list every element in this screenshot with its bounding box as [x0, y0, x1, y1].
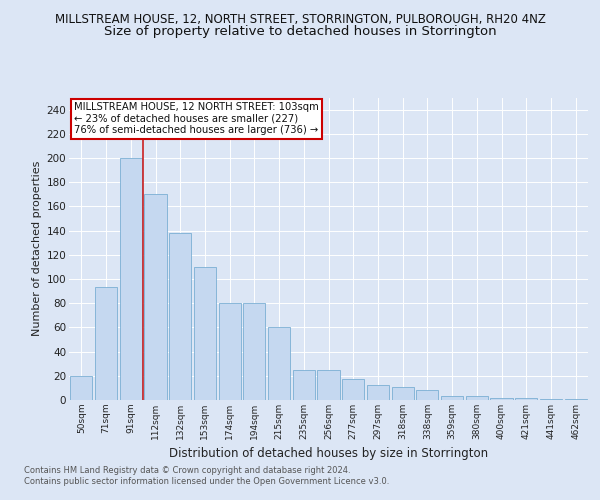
Bar	[243, 303, 265, 400]
Bar	[145, 194, 167, 400]
Y-axis label: Number of detached properties: Number of detached properties	[32, 161, 43, 336]
Bar	[95, 288, 117, 400]
Text: Contains public sector information licensed under the Open Government Licence v3: Contains public sector information licen…	[24, 478, 389, 486]
Bar	[268, 328, 290, 400]
Bar	[70, 376, 92, 400]
Bar	[392, 386, 414, 400]
Bar	[441, 396, 463, 400]
Bar	[293, 370, 315, 400]
Bar	[367, 386, 389, 400]
Bar	[218, 303, 241, 400]
Text: Contains HM Land Registry data © Crown copyright and database right 2024.: Contains HM Land Registry data © Crown c…	[24, 466, 350, 475]
Bar	[169, 233, 191, 400]
Bar	[194, 267, 216, 400]
Bar	[119, 158, 142, 400]
Bar	[490, 398, 512, 400]
Bar	[540, 399, 562, 400]
Bar	[466, 396, 488, 400]
Text: MILLSTREAM HOUSE, 12, NORTH STREET, STORRINGTON, PULBOROUGH, RH20 4NZ: MILLSTREAM HOUSE, 12, NORTH STREET, STOR…	[55, 12, 545, 26]
Bar	[342, 380, 364, 400]
Bar	[317, 370, 340, 400]
X-axis label: Distribution of detached houses by size in Storrington: Distribution of detached houses by size …	[169, 448, 488, 460]
Bar	[416, 390, 439, 400]
Text: Size of property relative to detached houses in Storrington: Size of property relative to detached ho…	[104, 25, 496, 38]
Text: MILLSTREAM HOUSE, 12 NORTH STREET: 103sqm
← 23% of detached houses are smaller (: MILLSTREAM HOUSE, 12 NORTH STREET: 103sq…	[74, 102, 319, 135]
Bar	[515, 398, 538, 400]
Bar	[565, 399, 587, 400]
